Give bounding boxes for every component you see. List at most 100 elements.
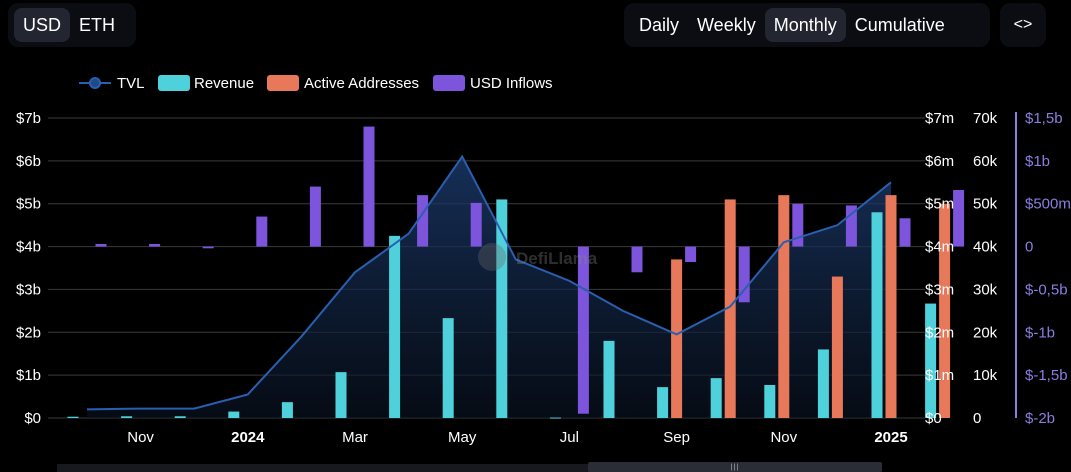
active-addresses-bar	[778, 195, 790, 418]
legend-swatch	[158, 75, 190, 91]
y-tick-revenue: $2m	[925, 324, 954, 341]
tvl-line-layer	[86, 154, 892, 411]
y-tick-tvl: $0	[24, 410, 41, 427]
revenue-bar	[442, 318, 454, 418]
currency-toggle: USD ETH	[8, 3, 136, 47]
revenue-bar	[281, 402, 293, 418]
y-tick-tvl: $1b	[16, 367, 41, 384]
active-addresses-bar	[885, 195, 897, 418]
legend-label: TVL	[117, 75, 145, 92]
currency-option-eth[interactable]: ETH	[79, 14, 116, 35]
usd-inflows-bar	[899, 218, 911, 247]
y-tick-revenue: $3m	[925, 281, 954, 298]
y-tick-tvl: $6b	[16, 153, 41, 170]
usd-inflows-bar	[470, 202, 482, 247]
active-addresses-bar	[724, 199, 736, 418]
revenue-bar	[871, 212, 883, 418]
revenue-bar	[657, 387, 669, 418]
y-tick-revenue: $4m	[925, 239, 954, 256]
usd-inflows-bar	[202, 246, 214, 249]
usd-inflows-bar	[149, 244, 161, 247]
y-tick-revenue: $1m	[925, 367, 954, 384]
x-tick: May	[448, 429, 477, 446]
active-addresses-bar	[831, 276, 843, 418]
y-tick-usd-inflows: $1b	[1025, 153, 1050, 170]
revenue-bar	[67, 416, 79, 418]
y-tick-active-addresses: 20k	[973, 324, 998, 341]
usd-inflows-bar	[685, 246, 697, 262]
y-tick-revenue: $6m	[925, 153, 954, 170]
active-addresses-bar	[671, 259, 683, 418]
y-tick-active-addresses: 40k	[973, 239, 998, 256]
legend-tvl-swatch-dot	[89, 77, 101, 89]
y-tick-usd-inflows: 0	[1025, 239, 1033, 256]
period-option-cumulative[interactable]: Cumulative	[854, 14, 945, 35]
usd-inflows-bar	[363, 126, 375, 247]
revenue-bar	[603, 340, 615, 418]
legend-label: Revenue	[194, 75, 254, 92]
period-option-daily[interactable]: Daily	[639, 14, 680, 35]
usd-inflows-bar	[792, 203, 804, 247]
revenue-bar	[764, 385, 776, 418]
y-tick-tvl: $3b	[16, 281, 41, 298]
x-tick: Nov	[127, 429, 154, 446]
x-tick: 2024	[231, 429, 265, 446]
watermark: DefiLlama	[478, 243, 598, 271]
y-tick-usd-inflows: $-1,5b	[1025, 367, 1068, 384]
embed-button[interactable]: <>	[1000, 3, 1046, 47]
revenue-bar	[389, 235, 401, 418]
revenue-bar	[174, 416, 186, 418]
bars	[67, 126, 965, 419]
revenue-bar	[496, 199, 508, 418]
y-tick-tvl: $4b	[16, 239, 41, 256]
usd-inflows-bar	[738, 246, 750, 303]
revenue-bar	[710, 378, 722, 418]
y-tick-tvl: $2b	[16, 324, 41, 341]
revenue-bar	[335, 372, 347, 418]
y-tick-tvl: $7b	[16, 110, 41, 127]
y-tick-active-addresses: 60k	[973, 153, 998, 170]
x-tick: Nov	[770, 429, 797, 446]
revenue-bar	[925, 303, 937, 418]
revenue-bar	[121, 416, 133, 418]
axes: $0 $1b $2b $3b $4b $5b $6b $7b $0 $1m $2m $3m $4m $5m…	[16, 110, 1071, 446]
period-option-monthly[interactable]: Monthly	[764, 8, 846, 42]
x-tick: Jul	[560, 429, 579, 446]
legend-label: Active Addresses	[304, 75, 419, 92]
y-tick-usd-inflows: $-0,5b	[1025, 281, 1068, 298]
zoom-track	[57, 464, 881, 472]
tvl-line	[86, 154, 892, 411]
y-tick-active-addresses: 0	[973, 410, 981, 427]
usd-inflows-bar	[631, 246, 643, 273]
y-tick-tvl: $5b	[16, 196, 41, 213]
x-tick: Mar	[342, 429, 368, 446]
tvl-area-fill	[87, 156, 891, 419]
legend: TVL Revenue Active Addresses USD Inflows	[79, 75, 553, 92]
y-tick-active-addresses: 50k	[973, 196, 998, 213]
y-tick-active-addresses: 10k	[973, 367, 998, 384]
y-tick-revenue: $0	[925, 410, 942, 427]
active-addresses-bar	[939, 203, 951, 418]
legend-label: USD Inflows	[470, 75, 553, 92]
x-tick: Sep	[663, 429, 690, 446]
usd-inflows-bar	[95, 244, 107, 247]
revenue-bar	[228, 411, 240, 418]
y-tick-usd-inflows: $1,5b	[1025, 110, 1063, 127]
y-tick-active-addresses: 30k	[973, 281, 998, 298]
currency-option-usd[interactable]: USD	[14, 8, 71, 42]
y-tick-usd-inflows: $-2b	[1025, 410, 1055, 427]
zoom-handle[interactable]: |||	[588, 462, 882, 472]
watermark-text: DefiLlama	[516, 249, 598, 268]
usd-inflows-bar	[577, 246, 589, 414]
period-option-weekly[interactable]: Weekly	[697, 14, 756, 35]
usd-inflows-bar	[309, 186, 321, 247]
legend-swatch	[433, 75, 465, 91]
period-toggle: Daily Weekly Monthly Cumulative	[624, 3, 990, 47]
code-brackets-icon: <>	[1013, 16, 1033, 33]
y-tick-active-addresses: 70k	[973, 110, 998, 127]
revenue-bar	[817, 349, 829, 418]
usd-inflows-bar	[845, 205, 857, 247]
y-tick-revenue: $7m	[925, 110, 954, 127]
usd-inflows-bar	[256, 216, 268, 247]
